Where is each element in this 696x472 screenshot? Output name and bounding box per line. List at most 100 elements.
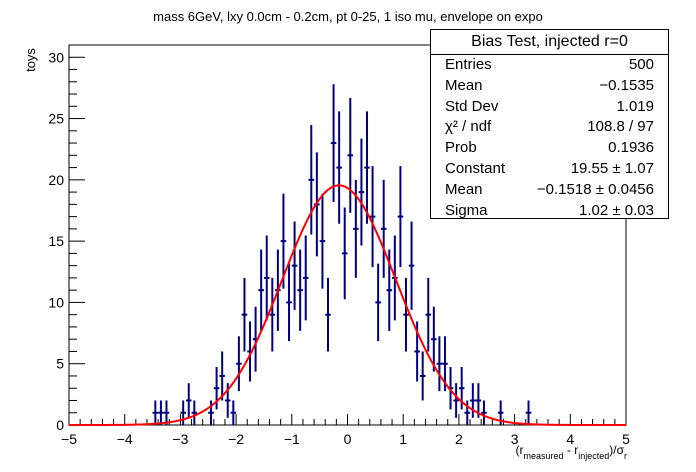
y-tick-label: 0	[56, 417, 64, 433]
y-tick-label: 25	[48, 111, 64, 127]
stats-rows: Entries 500 Mean −0.1535 Std Dev 1.019 χ² / nd…	[431, 55, 668, 221]
chart-title: mass 6GeV, lxy 0.0cm - 0.2cm, pt 0-25, 1…	[153, 9, 543, 24]
data-point	[380, 179, 387, 278]
data-point	[525, 400, 532, 425]
stats-value: 500	[628, 56, 654, 73]
x-axis-label-part: (r	[516, 443, 524, 457]
data-point	[219, 351, 225, 401]
data-point	[280, 193, 287, 289]
stats-row: Mean −0.1518 ± 0.0456	[431, 180, 668, 201]
stats-value: −0.1518 ± 0.0456	[536, 180, 654, 198]
data-point	[330, 84, 337, 202]
data-point	[425, 277, 432, 352]
stats-row: Std Dev 1.019	[431, 97, 668, 118]
data-point	[336, 111, 342, 224]
x-axis-label-part: - r	[564, 443, 579, 457]
stats-box: Bias Test, injected r=0 Entries 500 Mean −0…	[430, 29, 669, 219]
x-axis-label: (rmeasured - rinjected)/σr	[516, 443, 627, 461]
stats-row: Entries 500	[431, 55, 668, 76]
stats-label: Entries	[445, 56, 492, 73]
data-point	[236, 336, 242, 392]
y-tick-label: 20	[48, 172, 64, 188]
x-axis-label-sub: measured	[524, 451, 564, 461]
fit-curve-layer	[69, 184, 626, 426]
stats-title: Bias Test, injected r=0	[431, 30, 668, 55]
stats-label: Std Dev	[445, 97, 499, 115]
stats-label: Prob	[445, 139, 477, 157]
data-point	[158, 400, 164, 425]
stats-row: Prob 0.1936	[431, 138, 668, 159]
data-point	[408, 221, 415, 310]
stats-value: 0.1936	[608, 139, 654, 157]
stats-row: χ² / ndf 108.8 / 97	[431, 117, 668, 138]
data-point	[258, 249, 264, 331]
x-axis-label-sub: injected	[578, 451, 609, 461]
x-axis-label-sub: r	[624, 451, 627, 461]
data-point	[152, 400, 159, 425]
stats-row: Mean −0.1535	[431, 76, 668, 97]
stats-row: Sigma 1.02 ± 0.03	[431, 201, 668, 222]
stats-value: 1.02 ± 0.03	[579, 201, 654, 219]
stats-value: 1.019	[616, 97, 654, 115]
x-tick-label: −5	[61, 431, 77, 447]
x-axis-label-part: )/σ	[609, 443, 624, 457]
x-tick-label: 1	[399, 431, 407, 447]
x-tick-label: −2	[228, 431, 244, 447]
y-tick-label: 30	[48, 49, 64, 65]
data-points	[152, 84, 532, 425]
stats-label: Constant	[445, 159, 506, 177]
data-point	[453, 383, 459, 418]
data-point	[481, 400, 487, 425]
data-point	[263, 235, 270, 321]
data-point	[358, 138, 365, 246]
data-point	[325, 277, 331, 352]
y-tick-label: 10	[48, 294, 64, 310]
data-point	[397, 166, 404, 268]
data-point	[347, 97, 354, 213]
data-point	[375, 263, 381, 342]
stats-value: −0.1535	[599, 76, 654, 94]
stats-label: Sigma	[445, 201, 488, 219]
x-tick-label: −1	[284, 431, 300, 447]
data-point	[241, 277, 248, 352]
data-point	[341, 207, 348, 300]
y-tick-label: 5	[56, 356, 64, 372]
data-point	[369, 166, 376, 268]
x-tick-label: 4	[566, 431, 574, 447]
data-point	[436, 336, 443, 392]
stats-label: Mean	[445, 180, 483, 198]
x-tick-label: −4	[117, 431, 133, 447]
data-point	[302, 235, 309, 321]
data-point	[185, 383, 192, 418]
data-point	[291, 221, 298, 310]
stats-row: Constant 19.55 ± 1.07	[431, 159, 668, 180]
data-point	[319, 193, 326, 289]
data-point	[286, 263, 292, 342]
fit-curve	[69, 184, 626, 426]
data-point	[297, 249, 303, 331]
x-tick-label: 2	[455, 431, 463, 447]
data-point	[191, 400, 198, 425]
x-tick-label: 3	[511, 431, 519, 447]
data-point	[419, 351, 426, 401]
data-point	[470, 383, 476, 418]
x-tick-label: 5	[622, 431, 630, 447]
y-tick-label: 15	[48, 233, 64, 249]
data-point	[364, 111, 370, 224]
data-point	[308, 125, 315, 235]
data-point	[269, 277, 276, 352]
data-point	[464, 400, 471, 425]
data-point	[163, 400, 170, 425]
data-point	[208, 400, 214, 425]
data-point	[180, 400, 186, 425]
y-axis-label: toys	[23, 48, 38, 72]
stats-value: 19.55 ± 1.07	[570, 159, 654, 177]
stats-value: 108.8 / 97	[587, 118, 654, 136]
x-tick-label: −3	[172, 431, 188, 447]
data-point	[431, 306, 437, 372]
data-point	[230, 400, 237, 425]
stats-label: Mean	[445, 76, 483, 94]
x-tick-label: 0	[344, 431, 352, 447]
data-point	[403, 277, 409, 352]
